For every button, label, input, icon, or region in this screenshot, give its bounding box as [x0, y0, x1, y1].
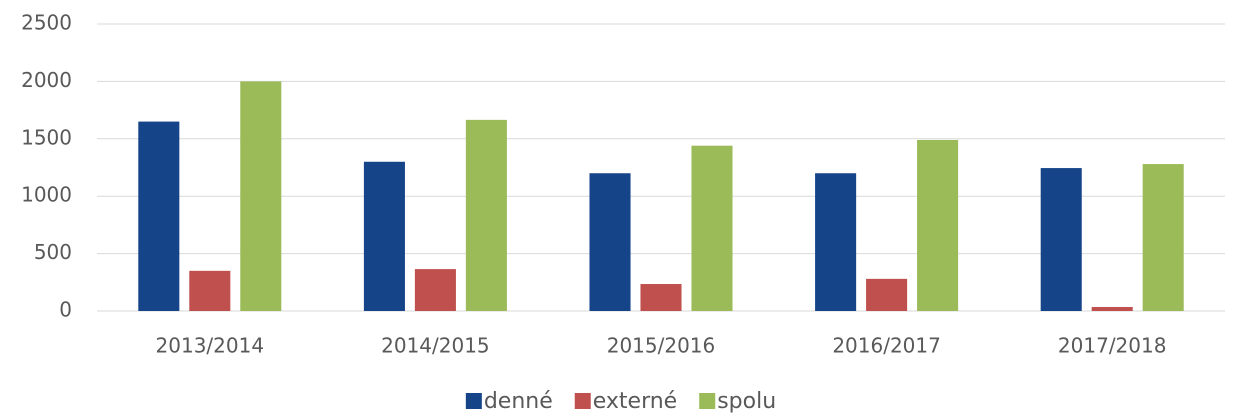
bar	[240, 81, 282, 312]
bar	[866, 278, 908, 311]
legend-label: externé	[593, 389, 677, 414]
y-tick-label: 1500	[21, 125, 72, 149]
bar	[465, 119, 507, 311]
bar	[917, 139, 959, 311]
legend-swatch	[699, 393, 716, 409]
bar	[414, 269, 456, 311]
bar	[589, 173, 631, 311]
legend-label: denné	[484, 389, 553, 414]
x-tick-label: 2013/2014	[156, 334, 265, 358]
y-tick-label: 2000	[21, 68, 72, 92]
bar	[815, 173, 857, 311]
bar	[189, 270, 231, 311]
bar	[363, 161, 405, 311]
y-tick-label: 1000	[21, 183, 72, 207]
y-tick-label: 0	[59, 298, 72, 322]
legend-label: spolu	[717, 389, 776, 414]
bar	[691, 145, 733, 311]
legend-swatch	[465, 393, 482, 409]
y-tick-label: 500	[34, 240, 72, 264]
bar	[1091, 306, 1133, 311]
x-tick-label: 2014/2015	[381, 334, 490, 358]
bar	[138, 121, 180, 311]
bar	[1142, 164, 1184, 311]
legend-swatch	[574, 393, 591, 409]
bar	[640, 284, 682, 311]
bar	[1040, 168, 1082, 311]
x-tick-label: 2016/2017	[832, 334, 941, 358]
x-tick-label: 2015/2016	[607, 334, 716, 358]
x-tick-label: 2017/2018	[1058, 334, 1167, 358]
y-tick-label: 2500	[21, 11, 72, 35]
